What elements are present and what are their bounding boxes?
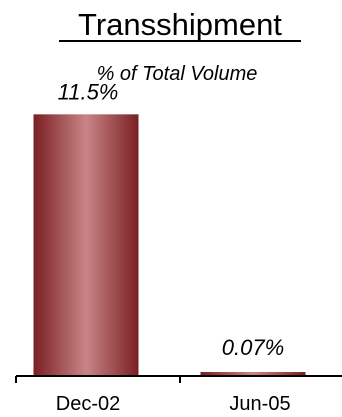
value-label-jun-05: 0.07% <box>222 335 284 360</box>
value-label-dec-02: 11.5% <box>58 79 119 104</box>
value-labels-layer: 11.5% 0.07% <box>58 79 285 360</box>
x-tick-label-dec-02: Dec-02 <box>56 393 120 415</box>
bars-layer <box>33 114 306 375</box>
x-tick-labels-layer: Dec-02 Jun-05 <box>56 393 291 415</box>
chart-subtitle: % of Total Volume <box>97 63 258 85</box>
bar-dec-02 <box>33 114 139 375</box>
bar-jun-05 <box>200 372 306 375</box>
chart-title: Transshipment <box>78 7 282 42</box>
x-tick-label-jun-05: Jun-05 <box>229 393 290 415</box>
